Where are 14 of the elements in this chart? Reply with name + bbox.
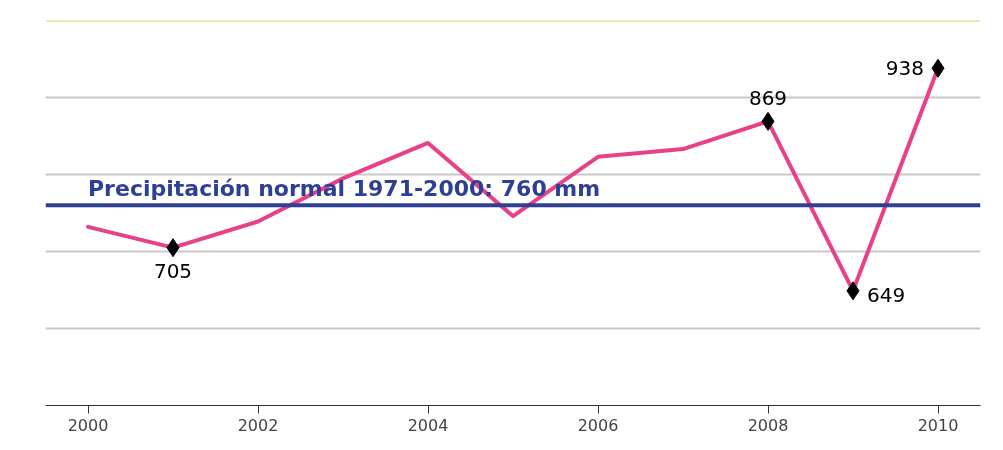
data-label: 938 [885,56,925,81]
point [931,58,945,78]
x-tick-label: 2008 [747,415,789,435]
point [166,238,180,258]
x-tick-label: 2010 [917,415,959,435]
point [846,281,860,301]
data-label: 869 [748,86,788,111]
data-label: 705 [153,258,193,283]
x-tick-label: 2006 [577,415,619,435]
x-tick-label: 2002 [237,415,279,435]
x-tick-label: 2004 [407,415,449,435]
data-label: 649 [867,282,906,307]
x-tick-label: 2000 [67,415,109,435]
point [761,111,775,131]
